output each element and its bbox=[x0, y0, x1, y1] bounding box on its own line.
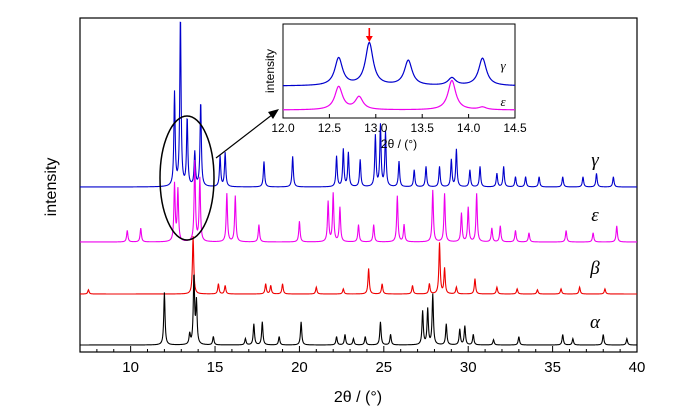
x-tick-label: 30 bbox=[460, 359, 477, 376]
callout-arrowhead bbox=[268, 109, 279, 119]
inset-series-gamma-label: γ bbox=[500, 58, 506, 73]
inset-series-gamma-line bbox=[283, 41, 516, 87]
inset-chart: 12.0 12.5 13.0 13.5 14.0 14.5 γε 2θ / (°) int… bbox=[263, 23, 527, 151]
x-tick-label: 15 bbox=[207, 359, 224, 376]
series-gamma-line bbox=[80, 21, 637, 188]
inset-series-epsilon-line bbox=[283, 79, 515, 111]
series-alpha-label: α bbox=[590, 312, 601, 333]
callout-arrow-line bbox=[215, 110, 278, 159]
inset-x-tick-label: 13.0 bbox=[364, 121, 388, 135]
y-axis-title: intensity bbox=[43, 158, 60, 217]
inset-x-tick-label: 12.0 bbox=[271, 121, 295, 135]
x-axis-title: 2θ / (°) bbox=[334, 389, 382, 406]
inset-x-tick-label: 12.5 bbox=[318, 121, 342, 135]
inset-y-axis-title: intensity bbox=[263, 49, 277, 93]
inset-series-group bbox=[283, 41, 516, 111]
inset-red-arrow bbox=[365, 28, 373, 42]
inset-arrow-head bbox=[365, 36, 373, 42]
highlight-ellipse bbox=[159, 115, 215, 241]
series-beta-line bbox=[80, 236, 637, 295]
inset-x-tick-label: 14.5 bbox=[503, 121, 527, 135]
x-tick-label: 20 bbox=[291, 359, 308, 376]
series-beta-label: β bbox=[589, 258, 600, 279]
x-tick-label: 10 bbox=[122, 359, 139, 376]
inset-frame bbox=[282, 23, 516, 119]
series-epsilon-line bbox=[80, 159, 637, 243]
plot-frame bbox=[79, 17, 638, 353]
inset-x-ticks: 12.0 12.5 13.0 13.5 14.0 14.5 bbox=[271, 114, 527, 135]
series-labels: γ ε β α bbox=[589, 150, 601, 333]
inset-series-epsilon-label: ε bbox=[500, 94, 506, 109]
inset-x-axis-title: 2θ / (°) bbox=[381, 137, 417, 151]
x-tick-label: 25 bbox=[375, 359, 392, 376]
series-gamma-label: γ bbox=[591, 150, 599, 171]
x-axis-ticks: 10 15 20 25 30 35 40 bbox=[79, 346, 646, 376]
inset-x-tick-label: 14.0 bbox=[457, 121, 481, 135]
x-tick-label: 40 bbox=[629, 359, 646, 376]
series-epsilon-label: ε bbox=[591, 205, 599, 226]
series-alpha-line bbox=[80, 274, 637, 346]
inset-x-tick-label: 13.5 bbox=[411, 121, 435, 135]
x-tick-label: 35 bbox=[544, 359, 561, 376]
inset-series-labels: γε bbox=[500, 58, 506, 109]
